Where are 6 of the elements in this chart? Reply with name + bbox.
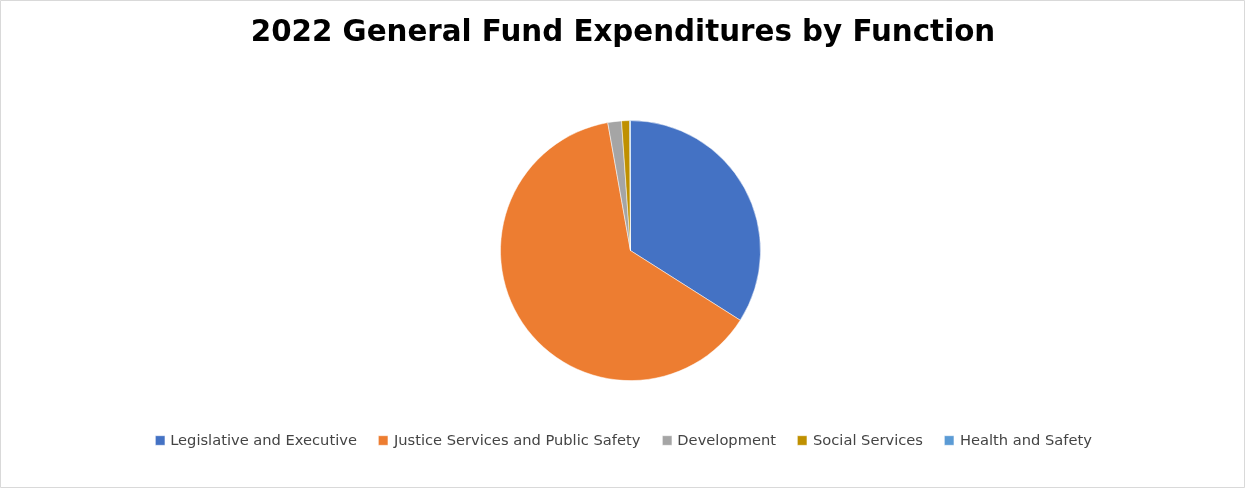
legend-label: Social Services: [813, 431, 923, 448]
chart-title: 2022 General Fund Expenditures by Function: [250, 14, 996, 48]
legend-label: Health and Safety: [959, 431, 1092, 448]
legend-label: Legislative and Executive: [170, 431, 357, 448]
legend-label: Development: [677, 431, 777, 448]
legend-label: Justice Services and Public Safety: [393, 431, 641, 448]
